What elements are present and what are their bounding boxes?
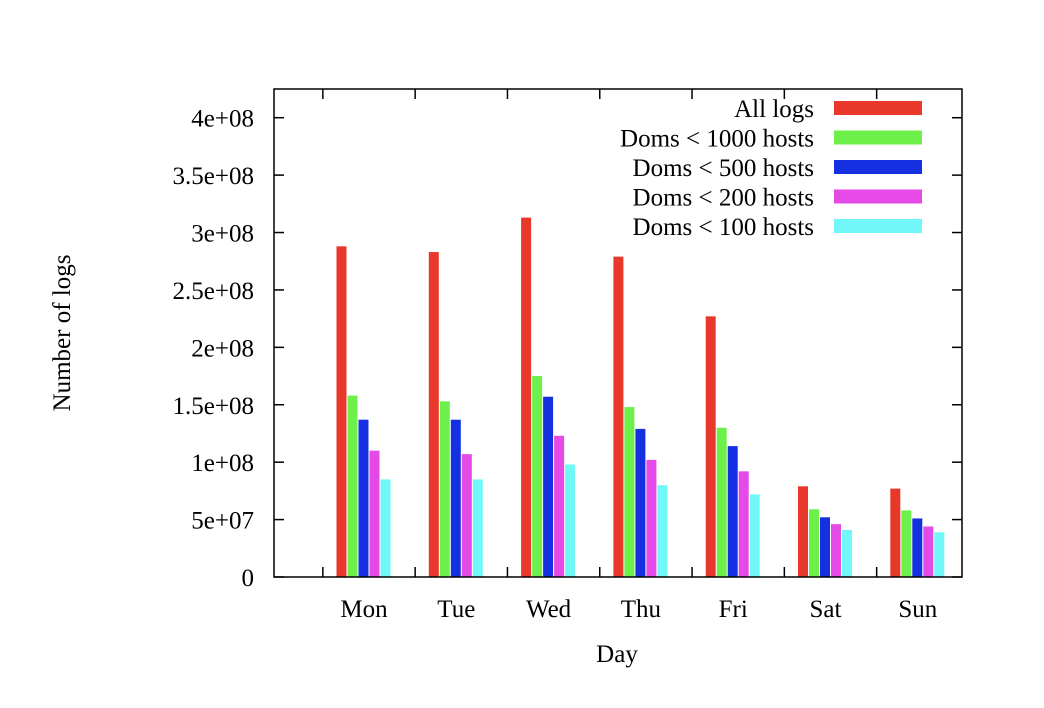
bar-mon-series-3 <box>358 419 369 577</box>
bar-mon-series-1 <box>336 246 347 577</box>
legend-label-4: Doms < 200 hosts <box>633 185 814 212</box>
bar-thu-series-4 <box>646 459 657 577</box>
y-tick-label: 4e+08 <box>191 106 254 133</box>
bar-thu-series-2 <box>624 407 635 577</box>
bar-sun-series-1 <box>890 488 901 577</box>
bar-thu-series-1 <box>613 256 624 577</box>
bar-wed-series-3 <box>543 396 554 577</box>
legend-label-1: All logs <box>734 96 814 123</box>
x-tick-label-wed: Wed <box>526 596 572 623</box>
x-tick-label-fri: Fri <box>719 596 748 623</box>
legend-swatch-3 <box>834 160 922 174</box>
x-axis-label: Day <box>596 641 638 668</box>
x-tick-label-thu: Thu <box>621 596 662 623</box>
y-tick-label: 1.5e+08 <box>173 393 254 420</box>
bar-tue-series-5 <box>472 479 483 577</box>
y-tick-label: 0 <box>242 565 255 592</box>
bar-fri-series-4 <box>738 471 749 577</box>
bar-sun-series-5 <box>934 532 945 577</box>
bars-group <box>336 217 945 578</box>
x-tick-label-tue: Tue <box>437 596 475 623</box>
bar-tue-series-2 <box>439 401 450 577</box>
legend-swatch-4 <box>834 189 922 204</box>
bar-thu-series-3 <box>635 428 646 577</box>
bar-wed-series-2 <box>532 376 543 577</box>
x-tick-label-sat: Sat <box>810 596 842 623</box>
y-tick-label: 2e+08 <box>191 335 254 362</box>
bar-sat-series-3 <box>820 517 830 577</box>
bar-fri-series-1 <box>705 316 716 577</box>
bar-fri-series-5 <box>749 494 760 577</box>
y-axis-ticks: 0 5e+07 1e+08 1.5e+08 2e+08 2.5e+08 3e+08 3.5e+… <box>173 106 962 592</box>
y-tick-label: 3e+08 <box>191 221 254 248</box>
bar-tue-series-4 <box>461 454 472 577</box>
bar-wed-series-4 <box>554 435 565 577</box>
bar-mon-series-2 <box>347 395 358 577</box>
legend-label-2: Doms < 1000 hosts <box>620 126 814 153</box>
bar-fri-series-3 <box>727 446 738 577</box>
legend-label-5: Doms < 100 hosts <box>633 214 814 241</box>
y-axis-label: Number of logs <box>49 255 76 412</box>
y-tick-label: 5e+07 <box>191 508 254 535</box>
bar-tue-series-3 <box>450 419 461 577</box>
bar-wed-series-1 <box>521 217 532 577</box>
legend-label-3: Doms < 500 hosts <box>633 155 814 182</box>
bar-mon-series-5 <box>380 479 391 577</box>
bar-sun-series-4 <box>923 526 934 577</box>
bar-thu-series-5 <box>657 485 668 577</box>
bar-sat-series-1 <box>798 486 808 577</box>
bar-mon-series-4 <box>369 450 380 577</box>
bar-fri-series-2 <box>716 427 727 577</box>
y-tick-label: 1e+08 <box>191 450 254 477</box>
bar-tue-series-1 <box>428 252 439 578</box>
bar-sat-series-2 <box>809 509 819 577</box>
x-tick-label-mon: Mon <box>340 596 388 623</box>
bar-sun-series-3 <box>912 518 923 577</box>
bar-wed-series-5 <box>565 464 576 577</box>
plot-frame <box>273 88 963 578</box>
x-axis-ticks: Mon Tue Wed Thu Fri Sat Sun <box>322 89 938 623</box>
legend-swatch-5 <box>834 219 922 233</box>
bar-sun-series-2 <box>901 510 912 577</box>
legend-swatch-1 <box>834 101 922 115</box>
bar-sat-series-5 <box>842 529 852 577</box>
y-tick-label: 2.5e+08 <box>173 278 254 305</box>
x-tick-label-sun: Sun <box>898 596 937 623</box>
bar-sat-series-4 <box>831 524 841 577</box>
legend-swatch-2 <box>834 130 922 145</box>
y-tick-label: 3.5e+08 <box>173 163 254 190</box>
